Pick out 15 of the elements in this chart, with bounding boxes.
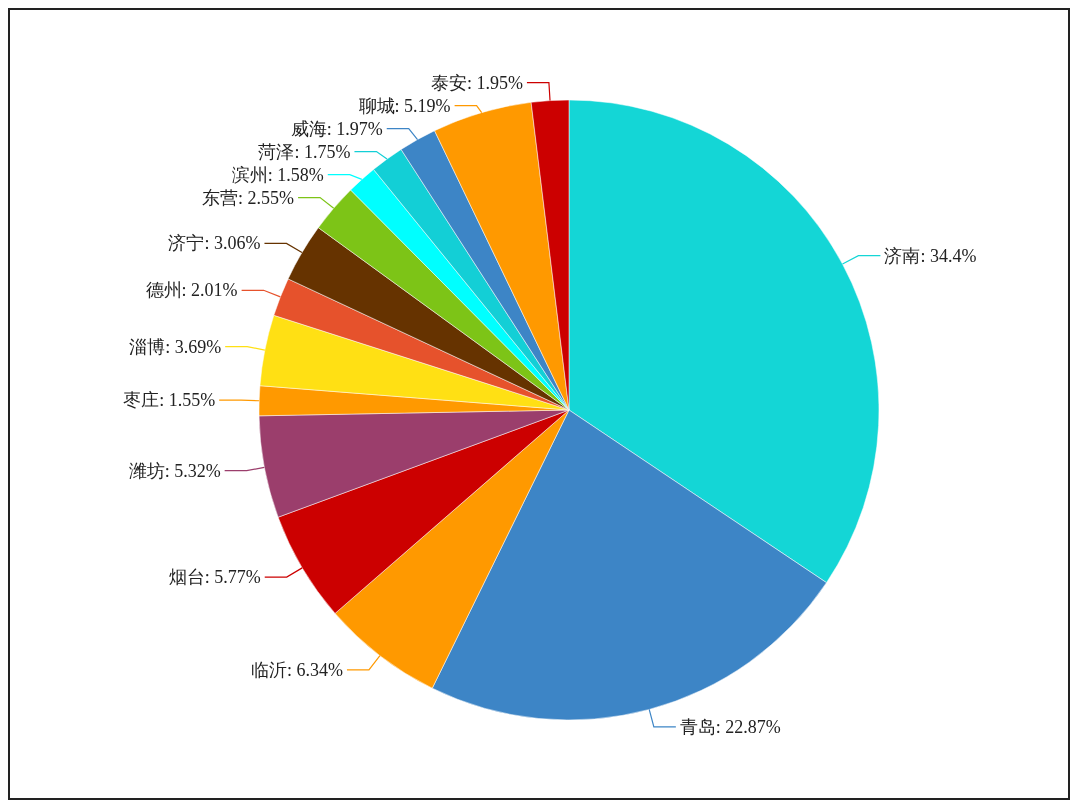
slice-label: 德州: 2.01% (145, 280, 238, 301)
slice-label: 东营: 2.55% (202, 187, 295, 208)
slice-label: 滨州: 1.58% (231, 164, 324, 185)
slice-label: 潍坊: 5.32% (128, 460, 221, 481)
slice-label: 泰安: 1.95% (430, 72, 523, 93)
slice-label: 济南: 34.4% (884, 245, 977, 266)
slice-label: 青岛: 22.87% (679, 716, 781, 737)
slice-label: 聊城: 5.19% (358, 95, 451, 116)
slice-label: 烟台: 5.77% (168, 567, 261, 588)
slice-label: 菏泽: 1.75% (258, 141, 351, 162)
slice-label: 临沂: 6.34% (250, 659, 343, 680)
slice-label: 淄博: 3.69% (129, 336, 222, 357)
slice-label: 济宁: 3.06% (168, 233, 261, 254)
slice-label: 枣庄: 1.55% (123, 390, 216, 411)
slice-label: 威海: 1.97% (290, 118, 383, 139)
